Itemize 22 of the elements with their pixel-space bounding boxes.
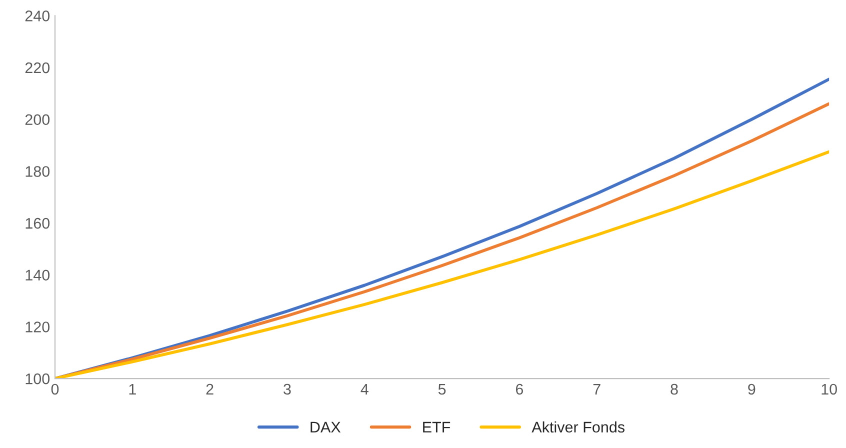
y-tick-label: 220 — [25, 62, 50, 74]
y-tick-label: 100 — [26, 373, 50, 384]
x-tick-label: 6 — [516, 384, 524, 395]
x-tick-label: 7 — [593, 384, 600, 394]
x-tick-label: 0 — [51, 384, 59, 395]
legend-label: DAX — [310, 422, 341, 432]
x-tick-label: 4 — [360, 384, 368, 394]
y-tick-label: 240 — [25, 10, 50, 22]
legend-label: Aktiver Fonds — [532, 421, 624, 433]
x-tick-label: 5 — [438, 384, 446, 395]
y-tick-label: 140 — [26, 270, 50, 281]
x-tick-label: 1 — [129, 384, 136, 394]
x-tick-label: 10 — [822, 384, 837, 395]
x-tick-label: 9 — [748, 384, 756, 395]
x-tick-label: 3 — [284, 384, 291, 395]
y-tick-label: 200 — [25, 114, 50, 126]
y-tick-label: 180 — [26, 166, 50, 177]
x-tick-label: 2 — [206, 384, 214, 394]
legend-label: ETF — [423, 422, 450, 432]
x-tick-label: 8 — [670, 384, 678, 395]
y-tick-label: 160 — [26, 218, 50, 229]
y-tick-label: 120 — [26, 322, 50, 332]
